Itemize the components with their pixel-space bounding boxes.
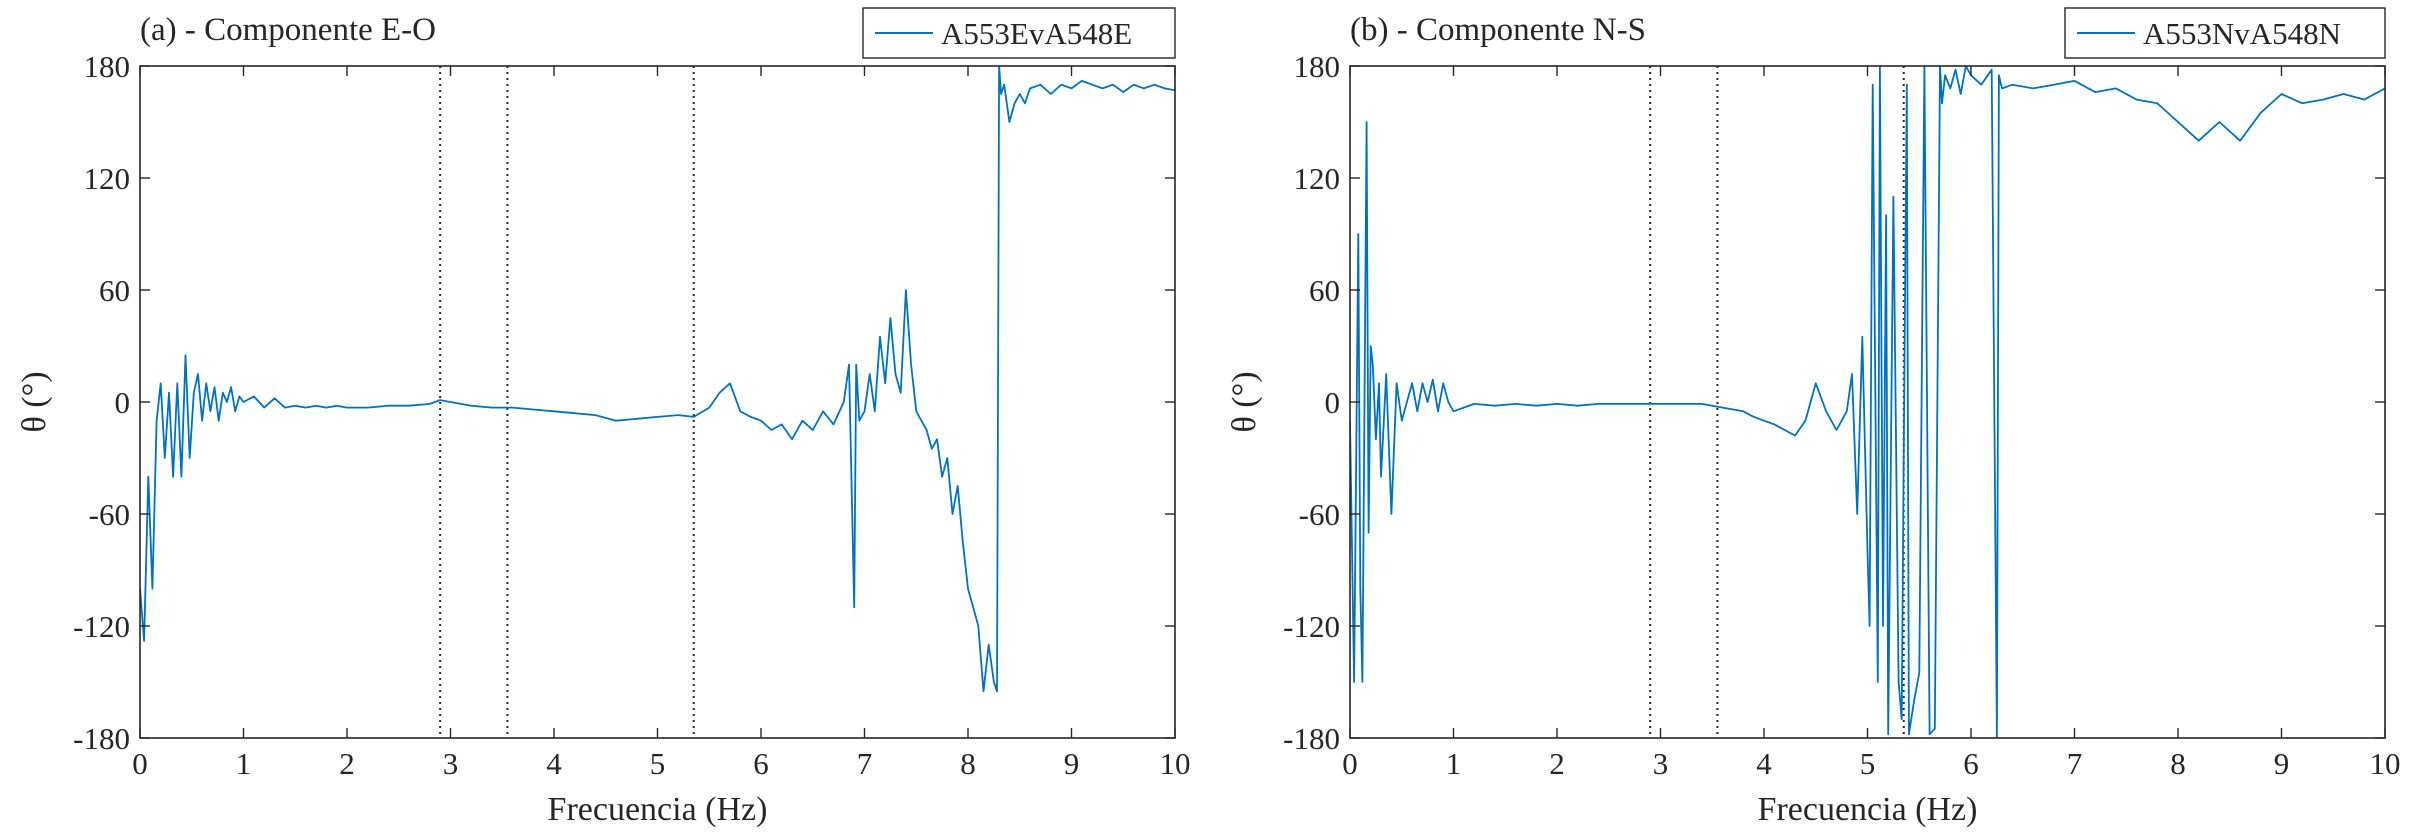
x-tick-label: 1 (236, 746, 252, 781)
x-tick-label: 7 (2067, 746, 2083, 781)
x-tick-label: 4 (546, 746, 562, 781)
y-tick-label: 60 (1309, 273, 1340, 308)
x-tick-label: 5 (1860, 746, 1876, 781)
x-axis-title: Frecuencia (Hz) (548, 791, 768, 828)
series-line (1350, 66, 2385, 738)
x-tick-label: 3 (443, 746, 459, 781)
x-tick-label: 10 (1160, 746, 1191, 781)
x-tick-label: 0 (1342, 746, 1358, 781)
x-tick-label: 9 (1064, 746, 1080, 781)
y-tick-label: 0 (1325, 385, 1341, 420)
x-tick-label: 8 (2170, 746, 2186, 781)
x-tick-label: 6 (1963, 746, 1979, 781)
legend: A553NvA548N (2064, 7, 2386, 59)
axes-box (1349, 65, 2386, 739)
y-tick-label: 60 (99, 273, 130, 308)
x-tick-label: 1 (1446, 746, 1462, 781)
y-tick-label: 120 (1294, 161, 1341, 196)
x-tick-label: 2 (1549, 746, 1565, 781)
panel-title: (a) - Componente E-O (140, 12, 436, 48)
y-tick-label: -120 (1283, 609, 1340, 644)
y-tick-label: -180 (1283, 721, 1340, 756)
x-tick-label: 10 (2370, 746, 2401, 781)
x-tick-label: 6 (753, 746, 769, 781)
y-tick-label: -60 (89, 497, 130, 532)
x-tick-label: 3 (1653, 746, 1669, 781)
x-tick-label: 5 (650, 746, 666, 781)
x-tick-label: 7 (857, 746, 873, 781)
x-axis-title: Frecuencia (Hz) (1758, 791, 1978, 828)
legend-label: A553NvA548N (2143, 16, 2341, 51)
y-tick-label: -120 (73, 609, 130, 644)
x-tick-label: 4 (1756, 746, 1772, 781)
x-tick-label: 0 (132, 746, 148, 781)
legend-label: A553EvA548E (941, 16, 1132, 51)
x-tick-label: 2 (339, 746, 355, 781)
y-axis-title: θ (°) (1226, 371, 1263, 432)
y-tick-label: -60 (1299, 497, 1340, 532)
chart-panel-2: 0 1 2 3 4 5 6 7 8 9 10 -180 -120 -60 0 60 120 180 Frecuenc… (1226, 7, 2401, 828)
y-tick-label: 180 (84, 49, 131, 84)
legend: A553EvA548E (862, 7, 1176, 59)
x-tick-label: 8 (960, 746, 976, 781)
axes-box (139, 65, 1176, 739)
y-tick-label: 0 (115, 385, 131, 420)
y-tick-label: 120 (84, 161, 131, 196)
x-tick-label: 9 (2274, 746, 2290, 781)
y-tick-label: 180 (1294, 49, 1341, 84)
series-line (140, 66, 1175, 693)
chart-panel-1: 0 1 2 3 4 5 6 7 8 9 10 -180 -120 -60 0 60 120 180 Frecuenc… (16, 7, 1191, 828)
y-tick-label: -180 (73, 721, 130, 756)
panel-title: (b) - Componente N-S (1350, 12, 1646, 48)
y-axis-title: θ (°) (16, 371, 53, 432)
